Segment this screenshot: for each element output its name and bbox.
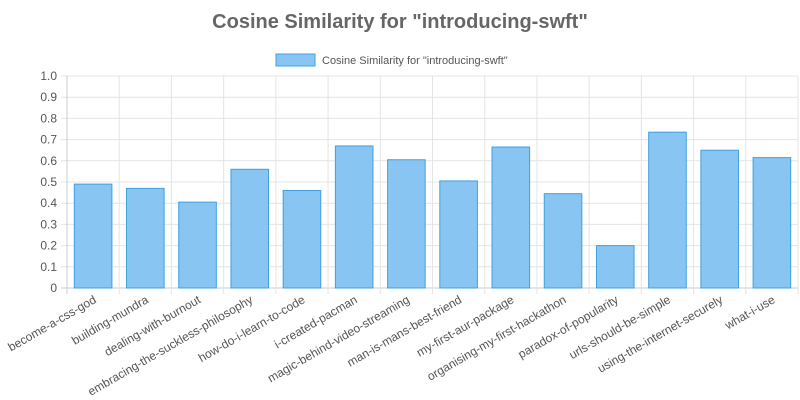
bars: [73, 131, 792, 289]
chart-title: Cosine Similarity for "introducing-swft": [212, 11, 588, 33]
bar-using-the-internet-securely[interactable]: [700, 149, 739, 289]
bar-how-do-i-learn-to-code[interactable]: [282, 189, 322, 289]
y-tick-label: 0: [50, 281, 57, 295]
legend-swatch: [275, 53, 316, 67]
bar-man-is-mans-best-friend[interactable]: [439, 180, 478, 289]
bar-embracing-the-suckless-philosophy[interactable]: [230, 168, 270, 289]
x-tick-label: become-a-css-god: [6, 292, 99, 354]
bar-what-i-use[interactable]: [752, 157, 792, 289]
y-tick-label: 0.1: [40, 260, 57, 274]
y-tick-label: 0.2: [40, 239, 57, 253]
bar-paradox-of-popularity[interactable]: [595, 245, 635, 289]
bar-building-mundra[interactable]: [126, 187, 165, 289]
bar-become-a-css-god[interactable]: [73, 183, 113, 289]
legend: Cosine Similarity for "introducing-swft": [275, 53, 508, 67]
bar-i-created-pacman[interactable]: [334, 145, 374, 289]
y-axis-ticks: 1.0 0.9 0.8 0.7 0.6 0.5 0.4 0.3 0.2 0.1 0: [40, 69, 57, 295]
y-tick-label: 0.6: [40, 154, 57, 168]
y-tick-label: 0.9: [40, 90, 57, 104]
bar-magic-behind-video-streaming[interactable]: [387, 159, 426, 289]
x-axis-labels: become-a-css-godbuilding-mundradealing-w…: [6, 292, 778, 399]
bar-organising-my-first-hackathon[interactable]: [543, 193, 583, 289]
y-tick-label: 0.7: [40, 133, 57, 147]
y-tick-label: 1.0: [40, 69, 57, 83]
legend-label: Cosine Similarity for "introducing-swft": [322, 55, 508, 67]
bar-my-first-aur-package[interactable]: [491, 146, 531, 289]
bar-urls-should-be-simple[interactable]: [648, 131, 687, 289]
bar-dealing-with-burnout[interactable]: [178, 201, 217, 289]
y-tick-label: 0.8: [40, 111, 57, 125]
y-tick-label: 0.3: [40, 217, 57, 231]
y-tick-label: 0.5: [40, 175, 57, 189]
y-tick-label: 0.4: [40, 196, 57, 210]
x-tick-label: what-i-use: [722, 292, 778, 332]
gridlines: [61, 75, 799, 294]
